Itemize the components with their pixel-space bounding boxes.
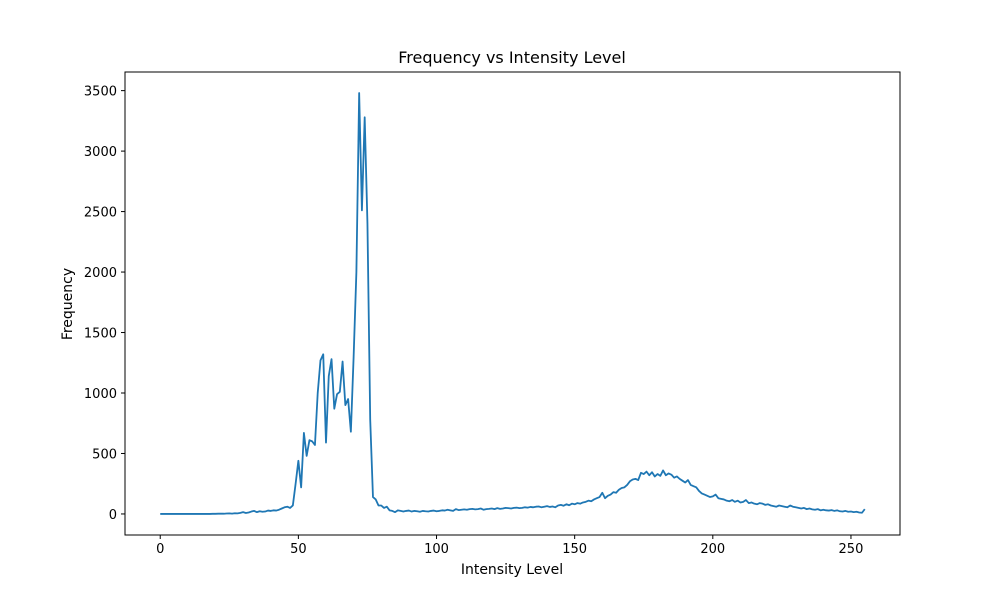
x-axis-label: Intensity Level	[461, 562, 563, 578]
axes-frame	[124, 71, 901, 536]
x-tick-label: 250	[839, 542, 864, 557]
y-tick-label: 1500	[84, 327, 117, 342]
chart-title: Frequency vs Intensity Level	[398, 48, 626, 67]
y-tick-label: 0	[109, 508, 117, 523]
y-tick-label: 500	[92, 447, 117, 462]
y-tick-label: 1000	[84, 387, 117, 402]
y-tick-label: 2500	[84, 206, 117, 221]
plot-area	[160, 92, 866, 515]
y-tick-label: 2000	[84, 266, 117, 281]
data-line	[160, 92, 866, 515]
y-tick-label: 3000	[84, 145, 117, 160]
x-tick-label: 0	[156, 542, 164, 557]
y-tick-label: 3500	[84, 85, 117, 100]
y-axis-label: Frequency	[60, 268, 76, 340]
x-tick-label: 200	[700, 542, 725, 557]
x-tick-label: 50	[290, 542, 307, 557]
x-tick-label: 150	[562, 542, 587, 557]
x-tick-label: 100	[424, 542, 449, 557]
